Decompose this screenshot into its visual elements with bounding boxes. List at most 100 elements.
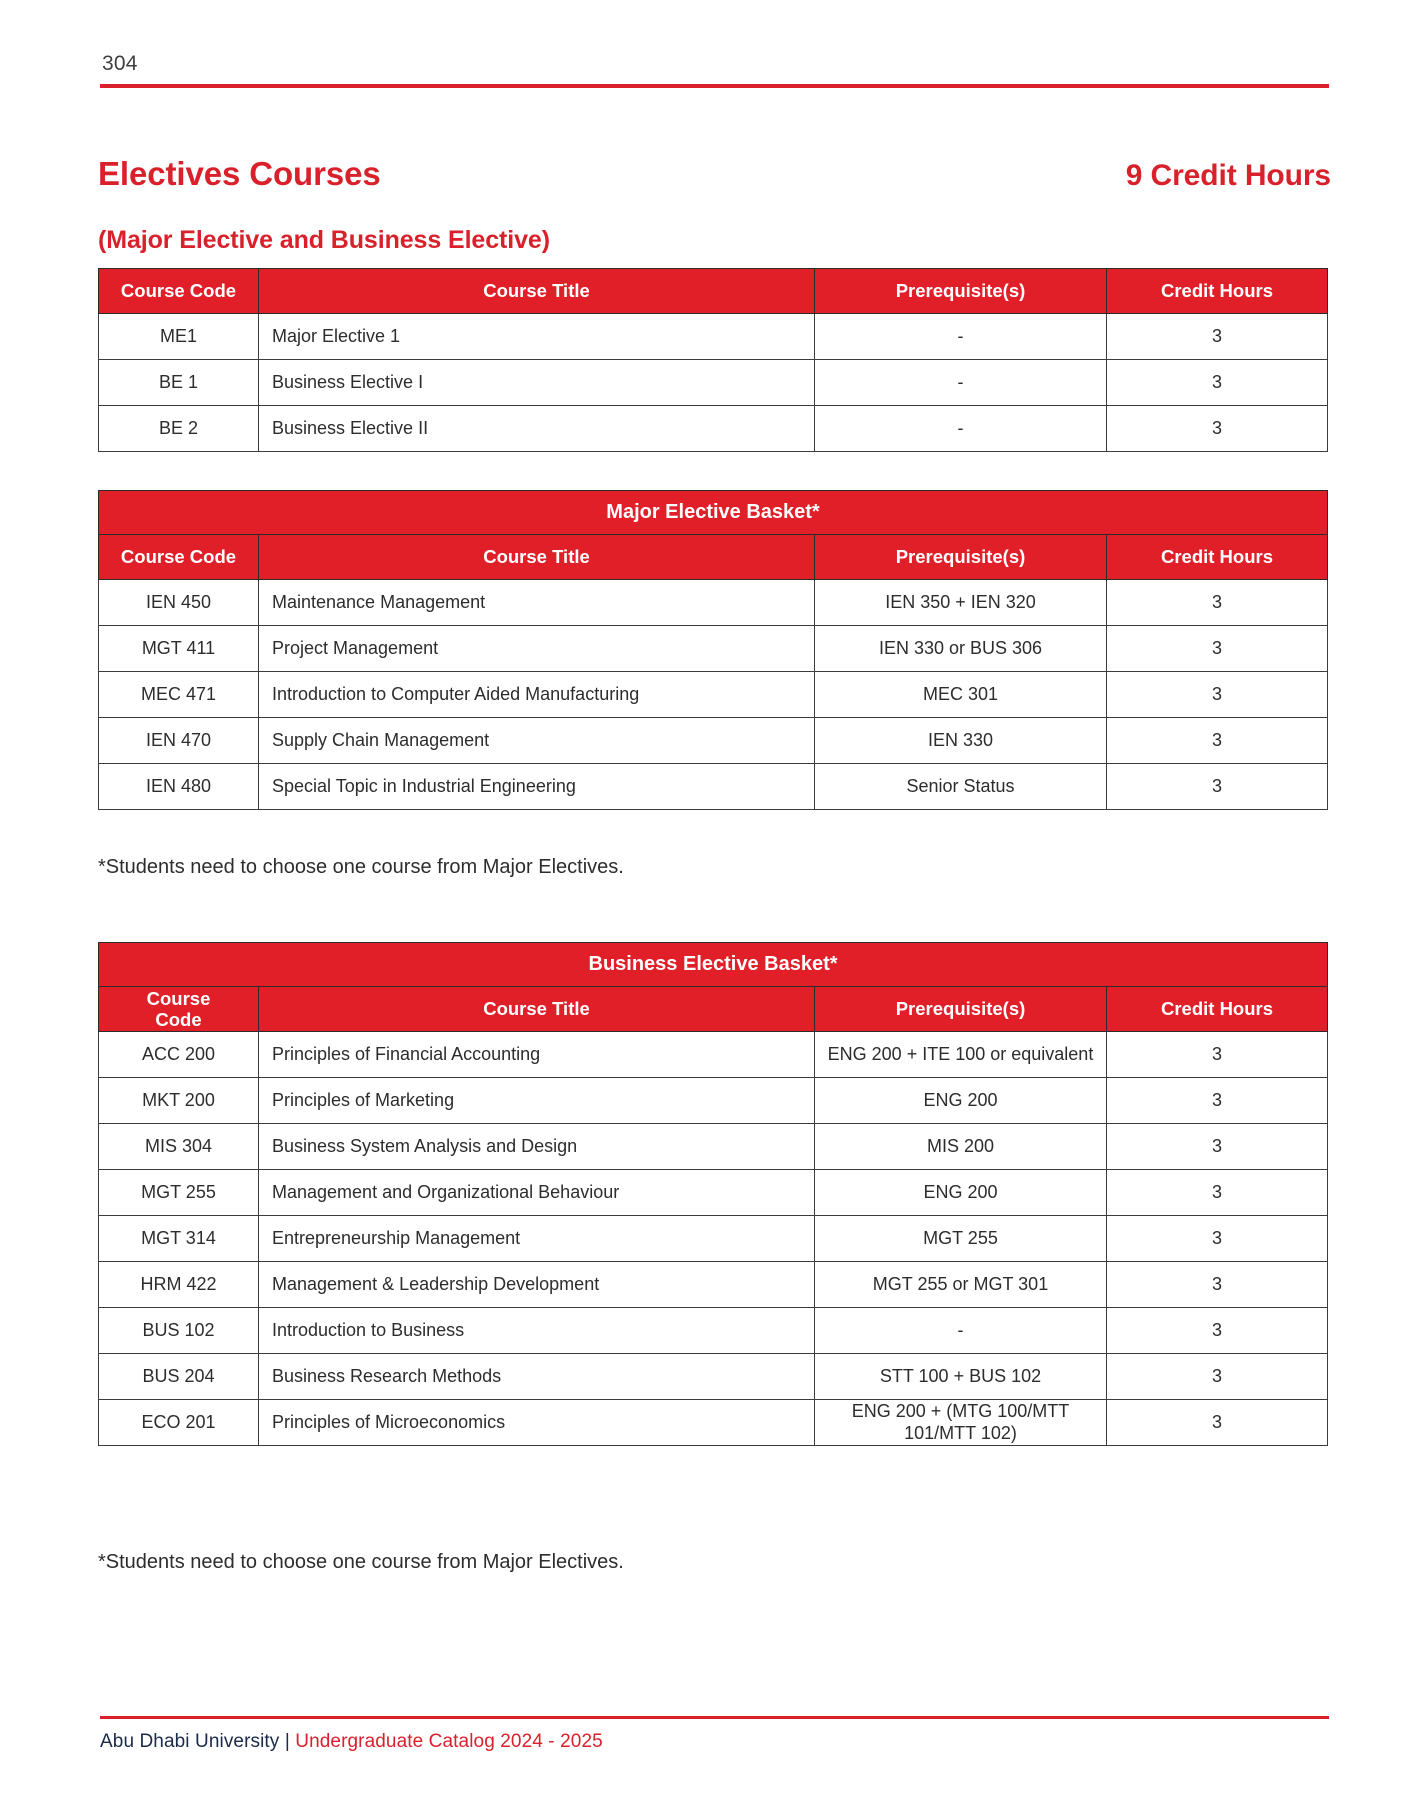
cell-course-code: ECO 201 — [98, 1399, 259, 1446]
cell-prerequisites: - — [814, 313, 1107, 360]
table-row: MGT 411 Project Management IEN 330 or BU… — [98, 625, 1328, 672]
column-header-course-code: Course Code — [98, 986, 259, 1032]
cell-prerequisites: - — [814, 359, 1107, 406]
cell-prerequisites: Senior Status — [814, 763, 1107, 810]
cell-credit-hours: 3 — [1105, 1399, 1329, 1446]
table-row: ME1 Major Elective 1 - 3 — [98, 313, 1328, 360]
cell-prerequisites: - — [814, 405, 1107, 452]
cell-course-code: IEN 450 — [98, 579, 259, 626]
cell-prerequisites: MEC 301 — [814, 671, 1107, 718]
cell-credit-hours: 3 — [1106, 579, 1328, 626]
cell-credit-hours: 3 — [1106, 313, 1328, 360]
major-elective-basket-table: Major Elective Basket* Course Code Cours… — [98, 490, 1328, 810]
cell-prerequisites: MGT 255 or MGT 301 — [814, 1261, 1107, 1308]
cell-course-title: Special Topic in Industrial Engineering — [258, 763, 815, 810]
cell-course-title: Business Elective II — [258, 405, 815, 452]
cell-course-code: MGT 411 — [98, 625, 259, 672]
cell-credit-hours: 3 — [1106, 671, 1328, 718]
business-elective-basket-table: Business Elective Basket* Course Code Co… — [97, 942, 1329, 1446]
page-title: Electives Courses — [98, 155, 381, 192]
page-number: 304 — [102, 52, 138, 75]
table-row: HRM 422 Management & Leadership Developm… — [98, 1261, 1329, 1308]
cell-course-title: Management & Leadership Development — [258, 1261, 815, 1308]
cell-prerequisites: STT 100 + BUS 102 — [814, 1353, 1107, 1400]
cell-course-title: Business System Analysis and Design — [258, 1123, 815, 1170]
column-header-course-title: Course Title — [258, 986, 815, 1032]
cell-credit-hours: 3 — [1105, 1215, 1329, 1262]
column-header-prerequisites: Prerequisite(s) — [814, 268, 1107, 314]
cell-course-code: ME1 — [98, 313, 259, 360]
column-header-course-code: Course Code — [98, 268, 259, 314]
cell-course-code: MIS 304 — [98, 1123, 259, 1170]
table-row: IEN 450 Maintenance Management IEN 350 +… — [98, 579, 1328, 626]
table-row: MIS 304 Business System Analysis and Des… — [98, 1123, 1329, 1170]
cell-course-title: Introduction to Business — [258, 1307, 815, 1354]
cell-course-title: Maintenance Management — [258, 579, 815, 626]
cell-prerequisites: IEN 330 or BUS 306 — [814, 625, 1107, 672]
table-header-row: Course Code Course Title Prerequisite(s)… — [98, 268, 1328, 314]
table-row: IEN 480 Special Topic in Industrial Engi… — [98, 763, 1328, 810]
cell-credit-hours: 3 — [1106, 625, 1328, 672]
table-caption-row: Major Elective Basket* — [98, 490, 1328, 535]
footer-text: Abu Dhabi University | Undergraduate Cat… — [100, 1731, 1329, 1753]
cell-course-code: ACC 200 — [98, 1031, 259, 1078]
column-header-credit-hours: Credit Hours — [1105, 986, 1329, 1032]
cell-credit-hours: 3 — [1105, 1077, 1329, 1124]
table-row: BE 2 Business Elective II - 3 — [98, 405, 1328, 452]
electives-table: Course Code Course Title Prerequisite(s)… — [98, 268, 1328, 452]
cell-prerequisites: ENG 200 — [814, 1077, 1107, 1124]
table-row: MKT 200 Principles of Marketing ENG 200 … — [98, 1077, 1329, 1124]
table-header-row: Course Code Course Title Prerequisite(s)… — [98, 986, 1329, 1032]
cell-course-title: Entrepreneurship Management — [258, 1215, 815, 1262]
table-row: MEC 471 Introduction to Computer Aided M… — [98, 671, 1328, 718]
cell-course-title: Project Management — [258, 625, 815, 672]
page-header: 304 — [100, 52, 1329, 88]
footer-separator: | — [284, 1730, 290, 1752]
cell-prerequisites: ENG 200 + ITE 100 or equivalent — [814, 1031, 1107, 1078]
column-header-credit-hours: Credit Hours — [1106, 268, 1328, 314]
cell-course-code: MGT 255 — [98, 1169, 259, 1216]
cell-course-code: BE 1 — [98, 359, 259, 406]
cell-prerequisites: ENG 200 — [814, 1169, 1107, 1216]
cell-course-code: BUS 204 — [98, 1353, 259, 1400]
footer-university: Abu Dhabi University — [100, 1730, 280, 1752]
cell-course-title: Principles of Marketing — [258, 1077, 815, 1124]
column-header-course-code-line2: Code — [155, 1009, 202, 1030]
cell-credit-hours: 3 — [1105, 1353, 1329, 1400]
cell-prerequisites: IEN 350 + IEN 320 — [814, 579, 1107, 626]
cell-credit-hours: 3 — [1105, 1169, 1329, 1216]
header-divider — [100, 84, 1329, 88]
cell-course-code: IEN 470 — [98, 717, 259, 764]
cell-course-code: MEC 471 — [98, 671, 259, 718]
business-basket-caption: Business Elective Basket* — [97, 942, 1329, 987]
cell-prerequisites: - — [814, 1307, 1107, 1354]
cell-credit-hours: 3 — [1106, 717, 1328, 764]
footer-catalog: Undergraduate Catalog 2024 - 2025 — [295, 1730, 603, 1752]
cell-prerequisites: IEN 330 — [814, 717, 1107, 764]
page-footer: Abu Dhabi University | Undergraduate Cat… — [100, 1716, 1329, 1753]
column-header-course-title: Course Title — [258, 268, 815, 314]
business-basket-note: *Students need to choose one course from… — [98, 1551, 624, 1573]
cell-course-title: Principles of Financial Accounting — [258, 1031, 815, 1078]
cell-course-code: HRM 422 — [98, 1261, 259, 1308]
page-subtitle: (Major Elective and Business Elective) — [98, 226, 550, 254]
cell-credit-hours: 3 — [1106, 405, 1328, 452]
cell-course-title: Business Research Methods — [258, 1353, 815, 1400]
column-header-prerequisites: Prerequisite(s) — [814, 534, 1107, 580]
cell-course-code: BUS 102 — [98, 1307, 259, 1354]
cell-course-title: Business Elective I — [258, 359, 815, 406]
column-header-course-code: Course Code — [98, 534, 259, 580]
cell-course-title: Principles of Microeconomics — [258, 1399, 815, 1446]
cell-credit-hours: 3 — [1105, 1307, 1329, 1354]
cell-credit-hours: 3 — [1105, 1123, 1329, 1170]
section-title-row: Electives Courses 9 Credit Hours — [98, 155, 1331, 193]
cell-course-code: MKT 200 — [98, 1077, 259, 1124]
cell-credit-hours: 3 — [1105, 1031, 1329, 1078]
cell-credit-hours: 3 — [1106, 763, 1328, 810]
credit-hours-total: 9 Credit Hours — [1125, 159, 1331, 192]
table-row: BUS 102 Introduction to Business - 3 — [98, 1307, 1329, 1354]
column-header-course-title: Course Title — [258, 534, 815, 580]
table-row: MGT 314 Entrepreneurship Management MGT … — [98, 1215, 1329, 1262]
cell-course-code: MGT 314 — [98, 1215, 259, 1262]
table-row: BUS 204 Business Research Methods STT 10… — [98, 1353, 1329, 1400]
